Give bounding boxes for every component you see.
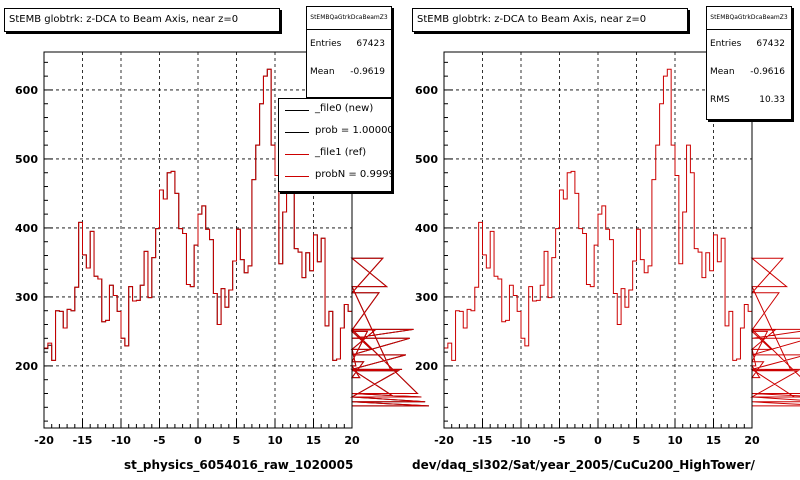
- y-tick-label: 500: [15, 153, 38, 166]
- panel2-xlabel: dev/daq_sl302/Sat/year_2005/CuCu200_High…: [412, 458, 755, 472]
- legend-entry: _file1 (ref): [279, 143, 391, 165]
- x-tick-label: -15: [473, 434, 493, 447]
- panel1-title: StEMB globtrk: z-DCA to Beam Axis, near …: [4, 8, 280, 32]
- x-tick-label: 5: [633, 434, 641, 447]
- legend-swatch: [285, 176, 309, 177]
- x-tick-label: -20: [434, 434, 454, 447]
- stats-key: Mean: [710, 67, 735, 77]
- stats-key: Entries: [310, 39, 342, 49]
- x-tick-label: 0: [194, 434, 202, 447]
- panel2-stats-row: RMS 10.33: [707, 86, 791, 114]
- stats-key: Mean: [310, 67, 335, 77]
- panel2-stats-row: Mean -0.9616: [707, 58, 791, 86]
- legend-entry: prob = 1.000000: [279, 121, 391, 143]
- x-tick-label: -10: [511, 434, 531, 447]
- stats-value: 67423: [356, 39, 385, 49]
- histogram-series-ref: [44, 68, 430, 407]
- y-tick-label: 500: [415, 153, 438, 166]
- x-tick-label: -5: [153, 434, 165, 447]
- y-tick-label: 600: [15, 84, 38, 97]
- x-tick-label: 20: [344, 434, 360, 447]
- legend-label: prob = 1.000000: [315, 125, 392, 136]
- y-tick-label: 300: [415, 291, 438, 304]
- y-tick-label: 300: [15, 291, 38, 304]
- panel2-title: StEMB globtrk: z-DCA to Beam Axis, near …: [412, 8, 688, 32]
- panel1-xlabel: st_physics_6054016_raw_1020005: [124, 458, 354, 472]
- x-tick-label: 10: [267, 434, 283, 447]
- legend-swatch: [285, 154, 309, 155]
- legend-entry: probN = 0.999940: [279, 165, 391, 187]
- legend-entry: _file0 (new): [279, 99, 391, 121]
- x-tick-label: -20: [34, 434, 54, 447]
- x-tick-label: 20: [744, 434, 760, 447]
- x-tick-label: -15: [73, 434, 93, 447]
- panel1-stats-box: StEMBQaGtrkDcaBeamZ3 Entries 67423 Mean …: [306, 6, 392, 98]
- panel1-legend: _file0 (new) prob = 1.000000 _file1 (ref…: [278, 98, 392, 192]
- legend-label: probN = 0.999940: [315, 169, 391, 180]
- panel1-stats-row: Entries 67423: [307, 30, 391, 58]
- x-tick-label: -5: [553, 434, 565, 447]
- panel2-stats-box: StEMBQaGtrkDcaBeamZ3 Entries 67432 Mean …: [706, 6, 792, 120]
- y-tick-label: 400: [15, 222, 38, 235]
- legend-swatch: [285, 110, 309, 111]
- y-tick-label: 400: [415, 222, 438, 235]
- panel2-stats-name: StEMBQaGtrkDcaBeamZ3: [707, 7, 791, 30]
- stats-value: 67432: [756, 39, 785, 49]
- panel1-stats-name: StEMBQaGtrkDcaBeamZ3: [307, 7, 391, 30]
- y-tick-label: 200: [415, 360, 438, 373]
- x-tick-label: 5: [233, 434, 241, 447]
- x-tick-label: 10: [667, 434, 683, 447]
- legend-swatch: [285, 132, 309, 133]
- histogram-series-ref: [444, 68, 800, 407]
- x-tick-label: 15: [706, 434, 721, 447]
- y-tick-label: 200: [15, 360, 38, 373]
- x-tick-label: -10: [111, 434, 131, 447]
- x-tick-label: 15: [306, 434, 321, 447]
- stats-value: -0.9616: [750, 67, 785, 77]
- panel1-stats-row: Mean -0.9619: [307, 58, 391, 86]
- legend-label: _file1 (ref): [315, 147, 367, 158]
- y-tick-label: 600: [415, 84, 438, 97]
- stats-value: 10.33: [759, 95, 785, 105]
- stats-key: Entries: [710, 39, 742, 49]
- stats-value: -0.9619: [350, 67, 385, 77]
- stats-key: RMS: [710, 95, 730, 105]
- panel2-stats-row: Entries 67432: [707, 30, 791, 58]
- x-tick-label: 0: [594, 434, 602, 447]
- legend-label: _file0 (new): [315, 103, 374, 114]
